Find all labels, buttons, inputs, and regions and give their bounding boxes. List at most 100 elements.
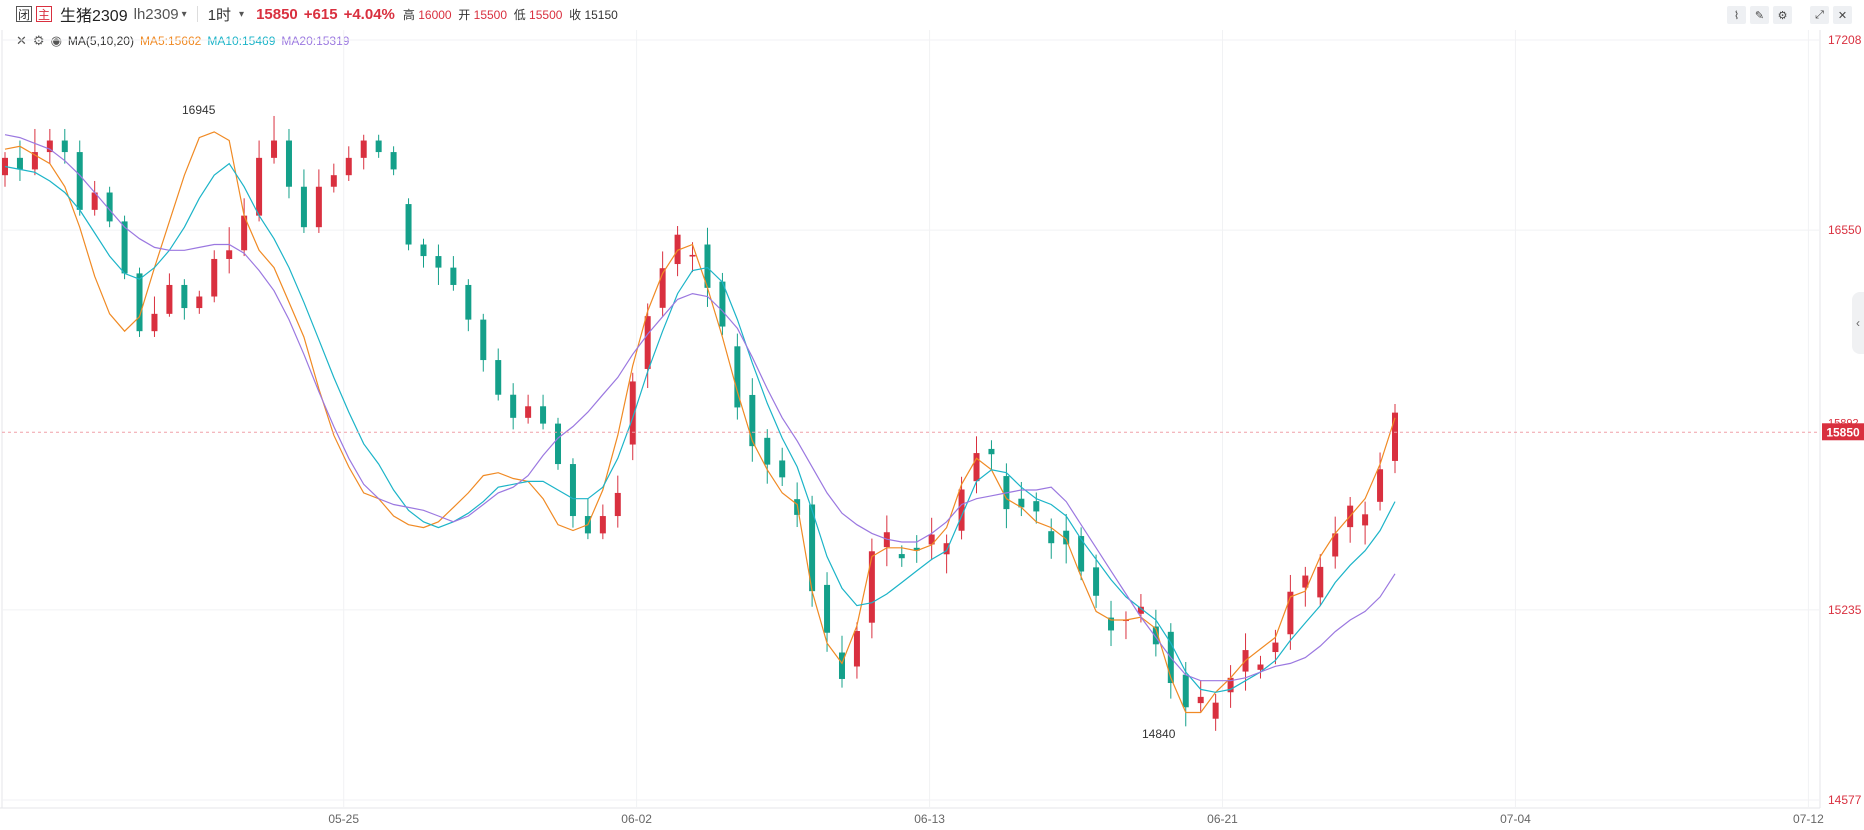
candle-body bbox=[794, 499, 801, 515]
settings-icon[interactable]: ⚙ bbox=[1773, 6, 1792, 24]
candle-body bbox=[435, 256, 442, 268]
current-price-tag bbox=[1822, 423, 1864, 441]
candle-body bbox=[1287, 591, 1294, 635]
ma-line-ma5 bbox=[4, 131, 1396, 714]
candle-body bbox=[1362, 514, 1369, 526]
ma5-value: MA5:15662 bbox=[139, 34, 202, 48]
candle-body bbox=[1167, 631, 1174, 684]
candle-body bbox=[136, 273, 143, 332]
candle-body bbox=[1212, 702, 1219, 719]
ma20-value: MA20:15319 bbox=[281, 34, 350, 48]
x-tick-label: 06-21 bbox=[1207, 812, 1238, 826]
candle-body bbox=[853, 631, 860, 667]
candle-body bbox=[569, 464, 576, 517]
y-tick-label: 17208 bbox=[1828, 33, 1862, 47]
candle-body bbox=[719, 281, 726, 327]
candle-body bbox=[285, 140, 292, 187]
high-label: 高 bbox=[402, 7, 415, 22]
candle-body bbox=[1033, 501, 1040, 512]
candle-body bbox=[809, 504, 816, 592]
close-icon[interactable]: ✕ bbox=[1833, 6, 1852, 24]
low-value: 15500 bbox=[529, 7, 563, 22]
indicator-name: MA(5,10,20) bbox=[67, 34, 134, 48]
main-icon[interactable]: 主 bbox=[36, 6, 52, 22]
y-tick-label: 16550 bbox=[1828, 223, 1862, 237]
candle-body bbox=[1108, 617, 1115, 631]
open-label: 开 bbox=[458, 7, 471, 22]
candle-body bbox=[1272, 642, 1279, 653]
x-tick-label: 06-13 bbox=[914, 812, 945, 826]
eye-icon[interactable]: ◉ bbox=[50, 33, 62, 48]
candle-body bbox=[779, 460, 786, 478]
candle-body bbox=[599, 516, 606, 534]
change-value: +615 bbox=[303, 5, 338, 23]
candle-body bbox=[196, 296, 203, 309]
candle-body bbox=[256, 157, 263, 216]
close-indicator-icon[interactable]: ✕ bbox=[16, 33, 27, 48]
candle-body bbox=[1093, 567, 1100, 596]
candle-body bbox=[734, 346, 741, 408]
draw-tool-icon[interactable]: ✎ bbox=[1750, 6, 1769, 24]
candle-body bbox=[1377, 469, 1384, 502]
candle-body bbox=[106, 192, 113, 222]
candle-body bbox=[121, 221, 128, 274]
ma-line-ma20 bbox=[4, 134, 1396, 682]
x-tick-label: 05-25 bbox=[328, 812, 359, 826]
candle-body bbox=[390, 152, 397, 170]
candle-body bbox=[764, 437, 771, 465]
candle-body bbox=[1003, 476, 1010, 510]
candle-body bbox=[1227, 677, 1234, 693]
candle-body bbox=[614, 492, 621, 517]
ma10-value: MA10:15469 bbox=[207, 34, 276, 48]
close-label: 收 bbox=[569, 7, 582, 22]
indicator-legend: ✕ ⚙ ◉ MA(5,10,20) MA5:15662 MA10:15469 M… bbox=[16, 32, 349, 50]
candle-body bbox=[510, 394, 517, 418]
current-price-tag-text: 15850 bbox=[1826, 425, 1860, 439]
candle-body bbox=[31, 152, 38, 170]
candle-body bbox=[674, 234, 681, 265]
candle-body bbox=[271, 140, 278, 158]
symbol-name[interactable]: 生猪2309 bbox=[60, 8, 128, 25]
candle-body bbox=[1257, 664, 1264, 670]
candle-body bbox=[749, 394, 756, 447]
candle-body bbox=[450, 267, 457, 285]
high-value: 16000 bbox=[418, 7, 452, 22]
candle-body bbox=[988, 448, 995, 455]
candle-body bbox=[1048, 531, 1055, 544]
chevron-down-icon[interactable]: ▾ bbox=[181, 8, 187, 20]
candle-body bbox=[973, 453, 980, 482]
candle-body bbox=[181, 284, 188, 309]
candle-body bbox=[1137, 606, 1144, 614]
candle-body bbox=[704, 244, 711, 288]
candle-body bbox=[689, 254, 696, 257]
close-icon[interactable]: 闭 bbox=[16, 6, 32, 22]
candle-body bbox=[330, 175, 337, 187]
interval-select[interactable]: 1时 bbox=[207, 6, 232, 24]
candle-body bbox=[1347, 505, 1354, 528]
expand-icon[interactable]: ⤢ bbox=[1810, 6, 1829, 24]
candle-body bbox=[16, 157, 23, 170]
candle-body bbox=[405, 204, 412, 245]
candle-body bbox=[375, 140, 382, 153]
candle-body bbox=[883, 532, 890, 548]
last-price-small-label: 15892 bbox=[1828, 417, 1859, 429]
min-price-label: 14840 bbox=[1142, 727, 1176, 741]
ohlc-readout: 高 16000 开 15500 低 15500 收 15150 bbox=[403, 6, 618, 23]
candle-body bbox=[46, 140, 53, 153]
candle-body bbox=[1078, 536, 1085, 572]
candle-body bbox=[360, 140, 367, 158]
candle-body bbox=[1302, 575, 1309, 588]
candle-body bbox=[76, 152, 83, 210]
candle-body bbox=[555, 423, 562, 465]
gear-icon[interactable]: ⚙ bbox=[32, 33, 45, 48]
candle-body bbox=[525, 406, 532, 418]
symbol-code[interactable]: lh2309 bbox=[133, 5, 179, 23]
max-price-label: 16945 bbox=[182, 103, 216, 117]
candle-body bbox=[824, 584, 831, 633]
collapse-panel-icon[interactable]: ‹ bbox=[1852, 292, 1864, 354]
ma-line-ma10 bbox=[4, 162, 1396, 693]
candle-body bbox=[151, 313, 158, 332]
line-tool-icon[interactable]: ⌇ bbox=[1727, 6, 1746, 24]
chevron-down-icon[interactable]: ▾ bbox=[239, 8, 245, 20]
